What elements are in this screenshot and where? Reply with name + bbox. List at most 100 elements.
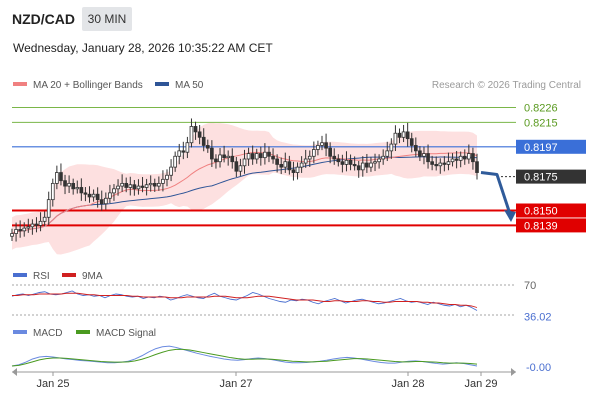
candle-body bbox=[450, 158, 455, 163]
candle-body bbox=[369, 162, 373, 168]
candle-body bbox=[148, 182, 153, 186]
candle-body bbox=[87, 193, 92, 198]
candle-body bbox=[214, 158, 218, 163]
candle bbox=[446, 152, 451, 171]
candle-body bbox=[218, 154, 222, 163]
candle bbox=[132, 180, 137, 196]
time-tick-label: Jan 25 bbox=[36, 378, 69, 390]
rsi9-line bbox=[12, 292, 478, 308]
candle-body bbox=[385, 150, 390, 157]
candle bbox=[365, 153, 369, 173]
candle bbox=[287, 155, 292, 175]
candle-body bbox=[413, 145, 418, 152]
candle-body bbox=[401, 131, 406, 138]
legend-macd: MACD bbox=[13, 328, 62, 339]
candle-body bbox=[324, 142, 328, 149]
candle bbox=[307, 150, 312, 167]
candle-body bbox=[422, 153, 426, 157]
candle bbox=[291, 161, 296, 181]
macd-signal-swatch-icon bbox=[76, 330, 90, 335]
candle bbox=[10, 228, 14, 241]
current-price-label: 0.8175 bbox=[524, 172, 558, 184]
candle-body bbox=[103, 197, 108, 205]
candle bbox=[14, 222, 18, 242]
candle-body bbox=[462, 155, 467, 160]
candle-body bbox=[299, 162, 304, 168]
legend-rsi9-label: 9MA bbox=[82, 271, 103, 282]
candle bbox=[332, 148, 337, 165]
candle bbox=[258, 146, 263, 166]
candle-body bbox=[34, 223, 39, 226]
resistance-label: 0.8226 bbox=[524, 102, 558, 114]
candle bbox=[59, 163, 63, 186]
chart-datetime: Wednesday, January 28, 2026 10:35:22 AM … bbox=[13, 41, 273, 55]
candle-body bbox=[95, 193, 100, 201]
candle bbox=[103, 192, 108, 210]
candle-body bbox=[263, 151, 267, 159]
candle-body bbox=[22, 227, 27, 232]
legend-ma50-label: MA 50 bbox=[175, 80, 204, 91]
time-tick-label: Jan 29 bbox=[464, 378, 497, 390]
candle-body bbox=[381, 155, 386, 160]
candle bbox=[116, 179, 120, 196]
candle-body bbox=[352, 164, 357, 167]
candle bbox=[413, 137, 418, 157]
price-panel: 0.8226 0.8215 0.8197 0.8175 0.8150 0.8139 bbox=[10, 102, 586, 255]
bollinger-band-area bbox=[12, 122, 477, 255]
candle bbox=[242, 149, 247, 174]
resistance-label: 0.8215 bbox=[524, 117, 558, 129]
candle-body bbox=[99, 199, 104, 205]
candle bbox=[71, 178, 76, 195]
candle bbox=[352, 156, 357, 171]
instrument-name: NZD/CAD bbox=[12, 11, 75, 27]
candle-body bbox=[258, 153, 263, 159]
candle bbox=[385, 141, 390, 162]
timeframe-button[interactable]: 30 MIN bbox=[82, 7, 132, 31]
pivot-label: 0.8197 bbox=[524, 142, 558, 154]
candle-body bbox=[59, 172, 63, 182]
candle bbox=[95, 187, 100, 208]
macd-signal-line bbox=[11, 348, 478, 367]
candle-body bbox=[254, 153, 259, 160]
rsi9-swatch-icon bbox=[62, 273, 76, 278]
candle-body bbox=[193, 126, 198, 133]
candle bbox=[226, 150, 231, 166]
candle bbox=[340, 154, 345, 173]
candle-body bbox=[467, 153, 471, 160]
legend-rsi9: 9MA bbox=[62, 271, 103, 282]
candle-body bbox=[340, 161, 345, 165]
candle-body bbox=[112, 188, 116, 194]
candle bbox=[450, 153, 455, 167]
candle-body bbox=[169, 166, 173, 176]
candle-body bbox=[246, 153, 251, 160]
candle-body bbox=[230, 155, 235, 163]
candle bbox=[210, 140, 214, 167]
candle bbox=[426, 144, 430, 169]
candle bbox=[148, 175, 153, 192]
candle bbox=[152, 178, 157, 192]
macd-panel: -0.00 bbox=[11, 345, 551, 374]
candle-body bbox=[26, 226, 31, 229]
candle bbox=[442, 156, 447, 172]
candle-body bbox=[177, 150, 182, 157]
candle bbox=[87, 186, 92, 203]
candle-body bbox=[124, 182, 129, 188]
candle bbox=[299, 156, 304, 173]
candle bbox=[205, 139, 210, 153]
candle bbox=[360, 156, 365, 177]
candle bbox=[471, 147, 475, 170]
legend-rsi-label: RSI bbox=[33, 271, 50, 282]
candle-body bbox=[79, 187, 84, 194]
candle-body bbox=[242, 158, 247, 167]
candle bbox=[475, 153, 479, 180]
candle-body bbox=[332, 155, 337, 160]
candle bbox=[30, 219, 35, 235]
legend-ma20-label: MA 20 + Bollinger Bands bbox=[33, 80, 143, 91]
candle-body bbox=[161, 178, 165, 184]
candle-body bbox=[295, 166, 300, 173]
candle-body bbox=[189, 126, 194, 144]
candle-body bbox=[320, 142, 324, 146]
candle-body bbox=[197, 131, 202, 138]
